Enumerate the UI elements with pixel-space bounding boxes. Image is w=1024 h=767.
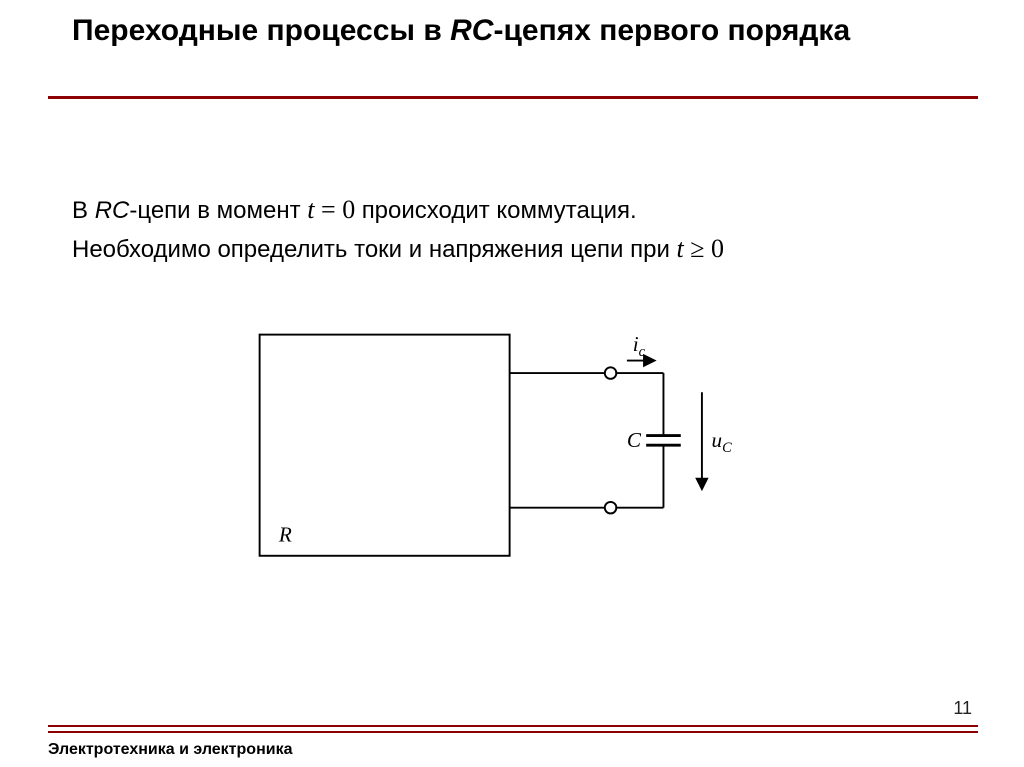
body-line1-pre: В — [72, 197, 95, 224]
top-rule — [48, 96, 978, 99]
footer-text: Электротехника и электроника — [48, 741, 292, 759]
bottom-rule-2 — [48, 731, 978, 733]
title-post: -цепях первого порядка — [493, 14, 850, 47]
eq2-rhs: 0 — [711, 234, 724, 263]
eq1-op: = — [321, 195, 336, 224]
circuit-svg: Ric CuC — [250, 320, 750, 580]
eq2-op: ≥ — [690, 234, 704, 263]
svg-text:C: C — [627, 428, 642, 452]
title-pre: Переходные процессы в — [72, 14, 450, 47]
eq1-lhs: t — [307, 195, 314, 224]
body-line1-post: -цепи в момент — [129, 197, 307, 224]
title-rc: RC — [450, 14, 493, 47]
bottom-rule-1 — [48, 725, 978, 727]
eq1-rhs: 0 — [342, 195, 355, 224]
body-line1-rc: RC — [95, 197, 130, 224]
svg-text:uC: uC — [712, 428, 733, 456]
eq-t-ge-0: t ≥ 0 — [677, 234, 725, 263]
body-text: В RC-цепи в момент t = 0 происходит комм… — [72, 190, 964, 268]
eq2-lhs: t — [677, 234, 684, 263]
body-line2: Необходимо определить токи и напряжения … — [72, 236, 677, 263]
body-line1-tail: происходит коммутация. — [362, 197, 637, 224]
slide-title: Переходные процессы в RC-цепях первого п… — [72, 12, 964, 50]
page-number: 11 — [953, 698, 972, 719]
eq-t-eq-0: t = 0 — [307, 195, 361, 224]
svg-text:ic: ic — [633, 332, 646, 360]
circuit-diagram: Ric CuC — [250, 320, 750, 600]
svg-text:R: R — [278, 522, 292, 546]
